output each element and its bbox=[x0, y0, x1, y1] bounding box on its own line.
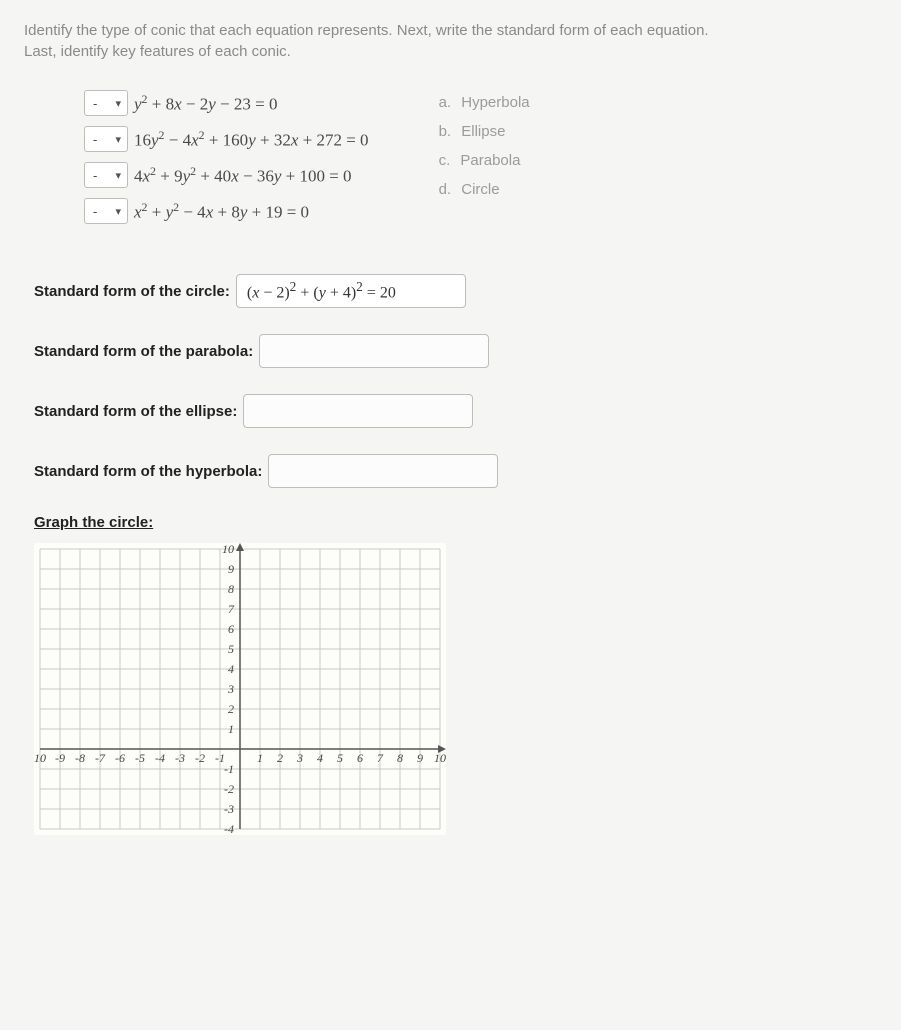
svg-text:10: 10 bbox=[434, 751, 446, 765]
option-name: Hyperbola bbox=[461, 94, 529, 111]
svg-text:-4: -4 bbox=[224, 822, 234, 835]
svg-text:-1: -1 bbox=[224, 762, 234, 776]
svg-text:-3: -3 bbox=[224, 802, 234, 816]
option-d: d. Circle bbox=[439, 181, 530, 198]
svg-text:4: 4 bbox=[228, 662, 234, 676]
svg-text:2: 2 bbox=[277, 751, 283, 765]
svg-text:10: 10 bbox=[222, 543, 234, 556]
svg-text:-6: -6 bbox=[115, 751, 125, 765]
dropdown-value: - bbox=[93, 204, 97, 219]
svg-text:8: 8 bbox=[228, 582, 234, 596]
svg-text:7: 7 bbox=[228, 602, 235, 616]
instruction-line-2: Last, identify key features of each coni… bbox=[24, 41, 877, 62]
circle-form-input[interactable]: (x − 2)2 + (y + 4)2 = 20 bbox=[236, 274, 466, 308]
coordinate-grid[interactable]: 10-9-8-7-6-5-4-3-2-112345678910109876543… bbox=[34, 543, 446, 835]
svg-text:-5: -5 bbox=[135, 751, 145, 765]
svg-text:-8: -8 bbox=[75, 751, 85, 765]
conic-type-dropdown-4[interactable]: - ▾ bbox=[84, 198, 128, 224]
equation-row: - ▾ y2 + 8x − 2y − 23 = 0 bbox=[84, 90, 369, 116]
svg-text:9: 9 bbox=[228, 562, 234, 576]
svg-text:5: 5 bbox=[228, 642, 234, 656]
svg-text:1: 1 bbox=[228, 722, 234, 736]
parabola-form-label: Standard form of the parabola: bbox=[34, 343, 253, 360]
svg-text:3: 3 bbox=[227, 682, 234, 696]
standard-form-parabola-row: Standard form of the parabola: bbox=[34, 334, 877, 368]
chevron-down-icon: ▾ bbox=[115, 169, 121, 182]
chevron-down-icon: ▾ bbox=[115, 97, 121, 110]
equation-text: 4x2 + 9y2 + 40x − 36y + 100 = 0 bbox=[134, 164, 352, 187]
svg-text:-4: -4 bbox=[155, 751, 165, 765]
graph-title: Graph the circle: bbox=[34, 514, 877, 531]
equation-row: - ▾ 16y2 − 4x2 + 160y + 32x + 272 = 0 bbox=[84, 126, 369, 152]
option-letter: a. bbox=[439, 94, 452, 111]
svg-text:2: 2 bbox=[228, 702, 234, 716]
svg-text:4: 4 bbox=[317, 751, 323, 765]
instruction-line-1: Identify the type of conic that each equ… bbox=[24, 20, 877, 41]
svg-text:-2: -2 bbox=[195, 751, 205, 765]
equation-row: - ▾ 4x2 + 9y2 + 40x − 36y + 100 = 0 bbox=[84, 162, 369, 188]
svg-text:-3: -3 bbox=[175, 751, 185, 765]
svg-text:9: 9 bbox=[417, 751, 423, 765]
option-letter: d. bbox=[439, 181, 452, 198]
option-letter: c. bbox=[439, 152, 451, 169]
equation-text: 16y2 − 4x2 + 160y + 32x + 272 = 0 bbox=[134, 128, 369, 151]
svg-text:6: 6 bbox=[357, 751, 363, 765]
equation-row: - ▾ x2 + y2 − 4x + 8y + 19 = 0 bbox=[84, 198, 369, 224]
chevron-down-icon: ▾ bbox=[115, 133, 121, 146]
dropdown-value: - bbox=[93, 96, 97, 111]
options-column: a. Hyperbola b. Ellipse c. Parabola d. C… bbox=[439, 90, 530, 224]
option-name: Parabola bbox=[460, 152, 520, 169]
svg-text:-2: -2 bbox=[224, 782, 234, 796]
option-letter: b. bbox=[439, 123, 452, 140]
svg-text:6: 6 bbox=[228, 622, 234, 636]
circle-form-value: (x − 2)2 + (y + 4)2 = 20 bbox=[247, 279, 396, 302]
hyperbola-form-label: Standard form of the hyperbola: bbox=[34, 463, 262, 480]
equation-text: x2 + y2 − 4x + 8y + 19 = 0 bbox=[134, 200, 309, 223]
dropdown-value: - bbox=[93, 168, 97, 183]
equation-text: y2 + 8x − 2y − 23 = 0 bbox=[134, 92, 277, 115]
svg-text:1: 1 bbox=[257, 751, 263, 765]
instructions: Identify the type of conic that each equ… bbox=[24, 20, 877, 62]
option-name: Ellipse bbox=[461, 123, 505, 140]
option-c: c. Parabola bbox=[439, 152, 530, 169]
conic-type-dropdown-2[interactable]: - ▾ bbox=[84, 126, 128, 152]
conic-type-dropdown-3[interactable]: - ▾ bbox=[84, 162, 128, 188]
svg-text:7: 7 bbox=[377, 751, 384, 765]
conic-type-dropdown-1[interactable]: - ▾ bbox=[84, 90, 128, 116]
standard-form-hyperbola-row: Standard form of the hyperbola: bbox=[34, 454, 877, 488]
dropdown-value: - bbox=[93, 132, 97, 147]
ellipse-form-input[interactable] bbox=[243, 394, 473, 428]
svg-text:3: 3 bbox=[296, 751, 303, 765]
svg-text:10: 10 bbox=[34, 751, 46, 765]
option-a: a. Hyperbola bbox=[439, 94, 530, 111]
svg-text:5: 5 bbox=[337, 751, 343, 765]
standard-form-circle-row: Standard form of the circle: (x − 2)2 + … bbox=[34, 274, 877, 308]
matching-section: - ▾ y2 + 8x − 2y − 23 = 0 - ▾ 16y2 − 4x2… bbox=[84, 90, 877, 224]
standard-form-ellipse-row: Standard form of the ellipse: bbox=[34, 394, 877, 428]
parabola-form-input[interactable] bbox=[259, 334, 489, 368]
equation-column: - ▾ y2 + 8x − 2y − 23 = 0 - ▾ 16y2 − 4x2… bbox=[84, 90, 369, 224]
chevron-down-icon: ▾ bbox=[115, 205, 121, 218]
svg-text:-9: -9 bbox=[55, 751, 65, 765]
option-name: Circle bbox=[461, 181, 499, 198]
option-b: b. Ellipse bbox=[439, 123, 530, 140]
ellipse-form-label: Standard form of the ellipse: bbox=[34, 403, 237, 420]
circle-form-label: Standard form of the circle: bbox=[34, 283, 230, 300]
hyperbola-form-input[interactable] bbox=[268, 454, 498, 488]
svg-text:-7: -7 bbox=[95, 751, 106, 765]
graph-area[interactable]: 10-9-8-7-6-5-4-3-2-112345678910109876543… bbox=[34, 543, 877, 840]
svg-text:8: 8 bbox=[397, 751, 403, 765]
